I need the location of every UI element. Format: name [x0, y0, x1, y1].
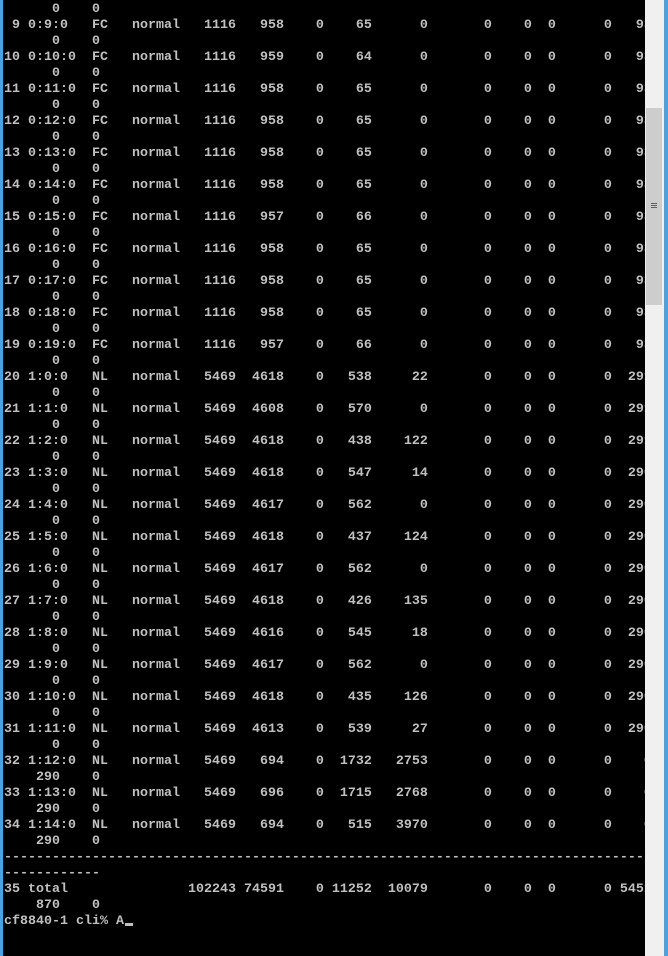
terminal-line: 23 1:3:0 NL normal 5469 4618 0 547 14 0 …: [4, 466, 645, 481]
terminal-line: 0 0: [4, 578, 100, 593]
scrollbar[interactable]: [645, 0, 664, 956]
terminal-line: 33 1:13:0 NL normal 5469 696 0 1715 2768…: [4, 786, 645, 801]
window-frame: [664, 0, 668, 956]
terminal-line: 0 0: [4, 386, 100, 401]
terminal-line: 13 0:13:0 FC normal 1116 958 0 65 0 0 0 …: [4, 146, 645, 161]
terminal-line: 12 0:12:0 FC normal 1116 958 0 65 0 0 0 …: [4, 114, 645, 129]
terminal-line: ------------: [4, 866, 100, 881]
terminal-line: 0 0: [4, 66, 100, 81]
terminal-line: 0 0: [4, 34, 100, 49]
terminal-line: 18 0:18:0 FC normal 1116 958 0 65 0 0 0 …: [4, 306, 645, 321]
terminal-line: 21 1:1:0 NL normal 5469 4608 0 570 0 0 0…: [4, 402, 645, 417]
terminal-line: 28 1:8:0 NL normal 5469 4616 0 545 18 0 …: [4, 626, 645, 641]
prompt-line: cf8840-1 cli% A: [4, 914, 645, 930]
terminal-line: 29 1:9:0 NL normal 5469 4617 0 562 0 0 0…: [4, 658, 645, 673]
window-frame: [0, 0, 3, 956]
terminal-line: 0 0: [4, 418, 100, 433]
terminal-line: 22 1:2:0 NL normal 5469 4618 0 438 122 0…: [4, 434, 645, 449]
terminal-line: 0 0: [4, 610, 100, 625]
terminal-line: 0 0: [4, 450, 100, 465]
terminal-line: 17 0:17:0 FC normal 1116 958 0 65 0 0 0 …: [4, 274, 645, 289]
terminal-line: ----------------------------------------…: [4, 850, 644, 865]
terminal-line: 0 0: [4, 706, 100, 721]
terminal-line: 26 1:6:0 NL normal 5469 4617 0 562 0 0 0…: [4, 562, 645, 577]
terminal-line: 0 0: [4, 482, 100, 497]
terminal-line: 11 0:11:0 FC normal 1116 958 0 65 0 0 0 …: [4, 82, 645, 97]
terminal-line: 290 0: [4, 802, 100, 817]
terminal-line: 0 0: [4, 642, 100, 657]
terminal-line: 14 0:14:0 FC normal 1116 958 0 65 0 0 0 …: [4, 178, 645, 193]
terminal-line: 290 0: [4, 770, 100, 785]
terminal-line: 0 0: [4, 514, 100, 529]
terminal-line: 0 0: [4, 226, 100, 241]
terminal-line: 0 0: [4, 354, 100, 369]
terminal-line: 0 0: [4, 98, 100, 113]
terminal-line: 19 0:19:0 FC normal 1116 957 0 66 0 0 0 …: [4, 338, 645, 353]
terminal-line: 27 1:7:0 NL normal 5469 4618 0 426 135 0…: [4, 594, 645, 609]
terminal-line: 870 0: [4, 898, 100, 913]
terminal-line: 31 1:11:0 NL normal 5469 4613 0 539 27 0…: [4, 722, 645, 737]
terminal-output: 0 0 9 0:9:0 FC normal 1116 958 0 65 0 0 …: [4, 2, 645, 914]
terminal-line: 24 1:4:0 NL normal 5469 4617 0 562 0 0 0…: [4, 498, 645, 513]
prompt: cf8840-1 cli% A: [4, 914, 124, 929]
terminal-line: 20 1:0:0 NL normal 5469 4618 0 538 22 0 …: [4, 370, 645, 385]
terminal-line: 34 1:14:0 NL normal 5469 694 0 515 3970 …: [4, 818, 645, 833]
grip: [651, 203, 657, 209]
terminal-line: 16 0:16:0 FC normal 1116 958 0 65 0 0 0 …: [4, 242, 645, 257]
terminal-line: 0 0: [4, 546, 100, 561]
terminal-line: 25 1:5:0 NL normal 5469 4618 0 437 124 0…: [4, 530, 645, 545]
terminal-line: 0 0: [4, 674, 100, 689]
terminal-line: 0 0: [4, 322, 100, 337]
terminal-line: 0 0: [4, 130, 100, 145]
terminal-line: 290 0: [4, 834, 100, 849]
terminal-line: 0 0: [4, 194, 100, 209]
terminal-line: 0 0: [4, 2, 100, 17]
terminal-line: 9 0:9:0 FC normal 1116 958 0 65 0 0 0 0 …: [4, 18, 645, 33]
terminal-line: 0 0: [4, 162, 100, 177]
scrollbar-thumb[interactable]: [646, 108, 662, 305]
terminal-line: 35 total 102243 74591 0 11252 10079 0 0 …: [4, 882, 645, 897]
terminal-line: 32 1:12:0 NL normal 5469 694 0 1732 2753…: [4, 754, 645, 769]
terminal-line: 15 0:15:0 FC normal 1116 957 0 66 0 0 0 …: [4, 210, 645, 225]
terminal-line: 0 0: [4, 258, 100, 273]
terminal-line: 0 0: [4, 738, 100, 753]
terminal-line: 30 1:10:0 NL normal 5469 4618 0 435 126 …: [4, 690, 645, 705]
terminal: 0 0 9 0:9:0 FC normal 1116 958 0 65 0 0 …: [4, 2, 645, 956]
terminal-line: 10 0:10:0 FC normal 1116 959 0 64 0 0 0 …: [4, 50, 645, 65]
cursor: [124, 923, 133, 926]
terminal-line: 0 0: [4, 290, 100, 305]
